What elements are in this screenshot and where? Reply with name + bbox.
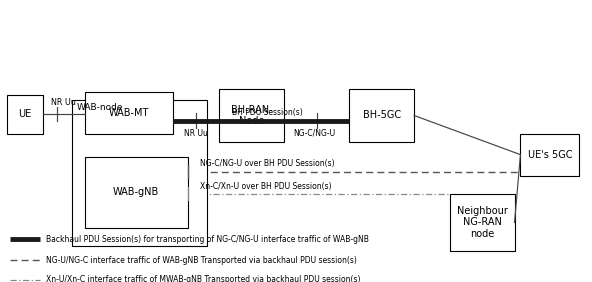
FancyBboxPatch shape (520, 134, 580, 175)
Text: NG-C/NG-U: NG-C/NG-U (293, 129, 335, 138)
Text: BH PDU Session(s): BH PDU Session(s) (231, 108, 303, 117)
Text: WAB-gNB: WAB-gNB (113, 188, 159, 197)
FancyBboxPatch shape (85, 157, 188, 228)
Text: WAB-MT: WAB-MT (109, 108, 149, 118)
Text: BH-RAN-
Node: BH-RAN- Node (231, 105, 272, 126)
Text: UE's 5GC: UE's 5GC (527, 150, 572, 160)
Text: Xn-C/Xn-U over BH PDU Session(s): Xn-C/Xn-U over BH PDU Session(s) (200, 182, 332, 191)
Text: Xn-U/Xn-C interface traffic of MWAB-gNB Transported via backhaul PDU session(s): Xn-U/Xn-C interface traffic of MWAB-gNB … (46, 275, 361, 282)
FancyBboxPatch shape (449, 194, 514, 251)
Text: NR Uu: NR Uu (184, 129, 208, 138)
Text: Backhaul PDU Session(s) for transporting of NG-C/NG-U interface traffic of WAB-g: Backhaul PDU Session(s) for transporting… (46, 235, 369, 244)
Text: NR Uu: NR Uu (52, 98, 76, 107)
Text: NG-C/NG-U over BH PDU Session(s): NG-C/NG-U over BH PDU Session(s) (200, 159, 334, 168)
Text: WAB-node: WAB-node (76, 103, 123, 112)
Text: BH-5GC: BH-5GC (362, 111, 401, 120)
Text: NG-U/NG-C interface traffic of WAB-gNB Transported via backhaul PDU session(s): NG-U/NG-C interface traffic of WAB-gNB T… (46, 256, 357, 265)
FancyBboxPatch shape (7, 95, 43, 134)
FancyBboxPatch shape (85, 92, 173, 134)
FancyBboxPatch shape (219, 89, 284, 142)
Text: Neighbour
NG-RAN
node: Neighbour NG-RAN node (456, 206, 507, 239)
FancyBboxPatch shape (349, 89, 414, 142)
Text: UE: UE (18, 109, 31, 119)
FancyBboxPatch shape (72, 100, 207, 246)
